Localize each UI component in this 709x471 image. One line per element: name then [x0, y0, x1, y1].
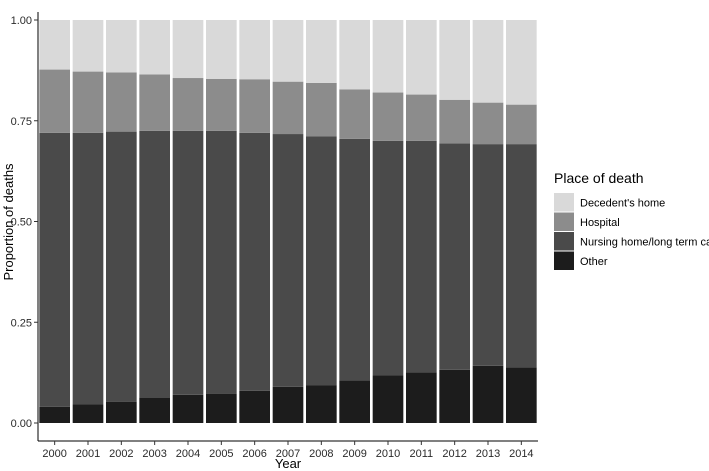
x-tick-label: 2005 — [209, 448, 233, 460]
bar-segment — [472, 102, 504, 145]
bar-segment — [506, 144, 537, 368]
legend-key — [554, 193, 574, 212]
bar-segment — [239, 390, 270, 423]
y-tick-label: 0.75 — [11, 116, 32, 128]
bar-segment — [239, 20, 270, 80]
bar-segment — [272, 81, 304, 135]
bar-segment — [372, 375, 404, 423]
bar-segment — [139, 20, 170, 75]
x-tick-label: 2012 — [442, 448, 466, 460]
bar-segment — [139, 130, 170, 398]
bar-segment — [506, 367, 537, 423]
legend-key — [554, 232, 574, 251]
bar-segment — [172, 78, 204, 131]
x-tick-label: 2009 — [342, 448, 366, 460]
bar-segment — [206, 393, 237, 423]
bar-segment — [206, 78, 237, 131]
bar-segment — [506, 20, 537, 105]
bar-segment — [106, 401, 137, 423]
bar-segment — [406, 94, 437, 141]
bar-segment — [339, 89, 370, 139]
bar-segment — [72, 404, 104, 423]
bar-segment — [439, 20, 470, 100]
legend-label: Nursing home/long term care — [580, 236, 709, 248]
bar-segment — [172, 20, 204, 79]
x-tick-label: 2001 — [76, 448, 100, 460]
bar-segment — [406, 20, 437, 95]
bar-segment — [372, 92, 404, 141]
bar-segment — [72, 132, 104, 405]
x-tick-label: 2008 — [309, 448, 333, 460]
legend-key — [554, 212, 574, 231]
x-ticks: 2000 2001 2002 2003 2004 2005 2006 2007 2008 2009… — [42, 441, 534, 460]
y-ticks: 0.00 0.25 0.50 0.75 1.00 — [11, 15, 38, 430]
bar-segment — [106, 20, 137, 73]
bar-segment — [506, 104, 537, 145]
bar-segment — [306, 136, 337, 386]
x-tick-label: 2007 — [276, 448, 300, 460]
bar-segment — [206, 130, 237, 394]
bar-segment — [139, 397, 170, 423]
bar-segment — [272, 386, 304, 423]
bar-segment — [472, 365, 504, 423]
y-tick-label: 0.25 — [11, 317, 32, 329]
bar-segment — [272, 134, 304, 387]
bar-segment — [339, 20, 370, 90]
bars-layer — [39, 20, 537, 423]
legend-label: Other — [580, 256, 608, 268]
bar-segment — [206, 20, 237, 79]
legend-key — [554, 251, 574, 270]
bar-segment — [72, 20, 104, 72]
x-tick-label: 2011 — [410, 448, 434, 460]
bar-segment — [139, 74, 170, 131]
legend-label: Hospital — [580, 217, 620, 229]
x-tick-label: 2000 — [42, 448, 66, 460]
bar-segment — [372, 20, 404, 93]
bar-segment — [272, 20, 304, 82]
bar-segment — [472, 20, 504, 103]
bar-segment — [106, 72, 137, 132]
x-tick-label: 2010 — [376, 448, 400, 460]
bar-segment — [39, 69, 70, 133]
bar-segment — [439, 143, 470, 370]
legend-title: Place of death — [554, 170, 644, 186]
bar-segment — [406, 372, 437, 423]
x-tick-label: 2003 — [142, 448, 166, 460]
bar-segment — [306, 20, 337, 83]
x-tick-label: 2014 — [509, 448, 533, 460]
y-tick-label: 0.50 — [11, 217, 32, 229]
legend: Place of death Decedent's home Hospital Nu… — [554, 170, 709, 270]
bar-segment — [39, 406, 70, 423]
bar-segment — [39, 20, 70, 70]
bar-segment — [72, 71, 104, 133]
bar-segment — [239, 79, 270, 133]
bar-segment — [172, 130, 204, 395]
bar-segment — [306, 385, 337, 423]
bar-segment — [339, 138, 370, 381]
bar-segment — [472, 144, 504, 366]
x-tick-label: 2004 — [176, 448, 200, 460]
bar-segment — [306, 82, 337, 137]
bar-segment — [239, 132, 270, 391]
x-tick-label: 2006 — [242, 448, 266, 460]
bar-segment — [439, 369, 470, 423]
y-tick-label: 0.00 — [11, 418, 32, 430]
bar-segment — [106, 131, 137, 402]
x-axis-title: Year — [275, 456, 302, 471]
y-axis-title: Proportion of deaths — [1, 163, 16, 281]
x-tick-label: 2013 — [476, 448, 500, 460]
bar-segment — [372, 140, 404, 376]
legend-label: Decedent's home — [580, 197, 665, 209]
x-tick-label: 2002 — [109, 448, 133, 460]
bar-segment — [439, 99, 470, 144]
bar-segment — [172, 394, 204, 423]
y-tick-label: 1.00 — [11, 15, 32, 27]
bar-segment — [39, 132, 70, 407]
bar-segment — [406, 140, 437, 373]
bar-segment — [339, 380, 370, 423]
